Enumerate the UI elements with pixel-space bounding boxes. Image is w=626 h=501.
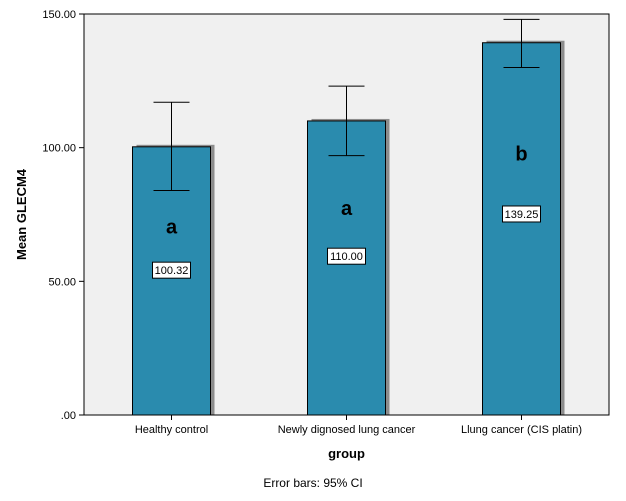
x-tick-label: Llung cancer (CIS platin) <box>461 424 582 436</box>
x-tick-label: Healthy control <box>135 424 208 436</box>
x-ticks: Healthy control Newly dignosed lung cance… <box>135 415 582 436</box>
bar <box>482 42 561 416</box>
group-letter-label: a <box>166 216 178 238</box>
y-ticks: .00 50.00 100.00 150.00 <box>42 9 84 422</box>
group-letter-label: a <box>341 198 353 220</box>
data-label: 110.00 <box>330 251 363 263</box>
x-tick-label: Newly dignosed lung cancer <box>278 424 416 436</box>
data-label-box <box>327 247 366 265</box>
error-bars-footnote: Error bars: 95% CI <box>263 476 362 490</box>
x-axis-title: group <box>328 446 365 461</box>
y-axis-title: Mean GLECM4 <box>14 168 29 260</box>
data-label-box <box>152 261 191 279</box>
y-tick-label: 150.00 <box>42 9 76 21</box>
bars-layer: a 100.32 a 110.00 b 139.25 <box>132 18 565 416</box>
data-label: 100.32 <box>155 265 189 277</box>
group-letter-label: b <box>515 143 527 165</box>
data-label-box <box>502 205 541 223</box>
bar <box>307 120 386 416</box>
y-tick-label: 50.00 <box>48 276 76 288</box>
y-tick-label: 100.00 <box>42 143 76 155</box>
y-tick-label: .00 <box>61 410 76 422</box>
data-label: 139.25 <box>505 209 539 221</box>
